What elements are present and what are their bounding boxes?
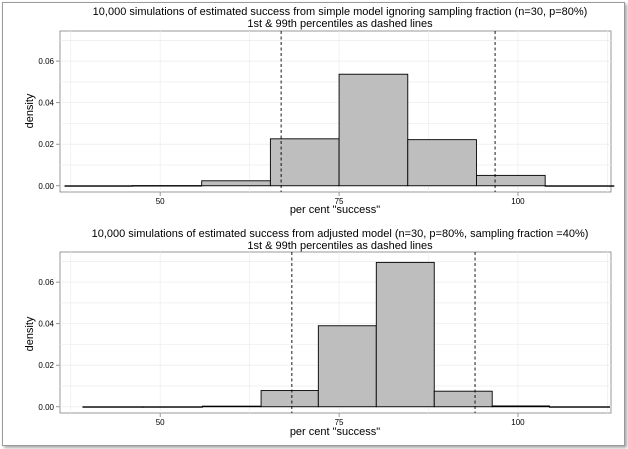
chart-panel-1: 10,000 simulations of estimated success … — [24, 6, 615, 216]
histogram-bar — [476, 174, 546, 187]
x-tick-label: 75 — [335, 197, 344, 206]
y-tick-label: 0.00 — [38, 182, 54, 191]
y-tick-label: 0.04 — [38, 99, 54, 108]
x-tick-label: 100 — [511, 197, 525, 206]
y-tick-label: 0.06 — [38, 278, 54, 287]
chart-title-2: 10,000 simulations of estimated success … — [92, 228, 589, 240]
histogram-bar — [338, 73, 409, 187]
chart-title-1: 10,000 simulations of estimated success … — [93, 6, 588, 18]
histogram-bar — [201, 180, 271, 187]
histogram-bar — [491, 405, 550, 408]
y-tick-label: 0.00 — [38, 403, 54, 412]
x-axis-label-1: per cent "success" — [290, 204, 380, 216]
histogram-bar — [64, 185, 133, 187]
histogram-bar — [407, 139, 477, 187]
histogram-bar — [549, 406, 611, 408]
percentile-lines-2 — [291, 252, 476, 413]
histogram-bar — [260, 390, 319, 408]
histogram-bar — [317, 325, 377, 408]
y-tick-label: 0.04 — [38, 320, 54, 329]
y-axis-label-2: density — [24, 316, 36, 351]
chart-subtitle-2: 1st & 99th percentiles as dashed lines — [247, 240, 433, 252]
x-tick-label: 50 — [156, 197, 165, 206]
bars-2 — [82, 261, 611, 408]
histogram-bar — [131, 185, 203, 187]
y-axis-2: 0.00 0.02 0.04 0.06 — [38, 278, 60, 412]
y-axis-label-1: density — [24, 93, 36, 128]
y-axis-1: 0.00 0.02 0.04 0.06 — [38, 57, 60, 191]
y-tick-label: 0.06 — [38, 57, 54, 66]
x-tick-label: 50 — [156, 418, 165, 427]
chart-subtitle-1: 1st & 99th percentiles as dashed lines — [247, 18, 433, 30]
x-tick-label: 75 — [335, 418, 344, 427]
histogram-bar — [142, 406, 203, 408]
x-axis-label-2: per cent "success" — [290, 426, 380, 438]
bars-1 — [64, 73, 615, 187]
histogram-bar — [544, 185, 615, 187]
chart-panel-2: 10,000 simulations of estimated success … — [24, 228, 612, 438]
y-tick-label: 0.02 — [38, 361, 54, 370]
histogram-bar — [269, 138, 340, 187]
histogram-bar — [82, 406, 144, 408]
x-axis-1: 50 75 100 — [156, 192, 525, 206]
percentile-lines-1 — [280, 31, 496, 192]
x-axis-2: 50 75 100 — [156, 413, 525, 427]
y-tick-label: 0.02 — [38, 140, 54, 149]
histogram-bar — [433, 390, 493, 408]
histogram-bar — [201, 405, 262, 408]
x-tick-label: 100 — [511, 418, 525, 427]
histogram-bar — [375, 261, 435, 408]
